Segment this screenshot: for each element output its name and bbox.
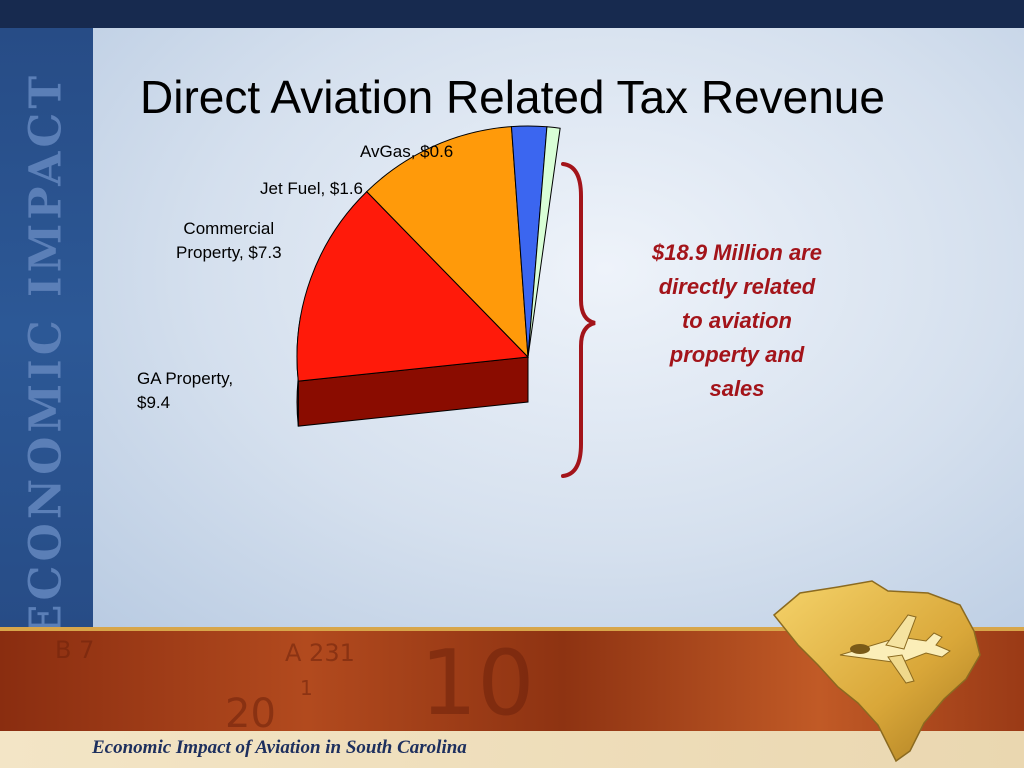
banner-decoration: A 231: [285, 639, 355, 667]
pie-slice-ga-property: [296, 190, 530, 382]
pie-label-line: Commercial: [183, 219, 275, 238]
pie-label-jet-fuel: Jet Fuel, $1.6: [260, 177, 363, 201]
banner-decoration: 1: [300, 676, 313, 700]
sidebar: ECONOMIC IMPACT: [0, 28, 93, 638]
callout-line: to aviation: [681, 308, 792, 333]
callout-line: $18.9 Million are: [652, 240, 822, 265]
footer-text: Economic Impact of Aviation in South Car…: [92, 737, 467, 758]
top-band: [0, 0, 1024, 28]
pie-slice-avgas: [527, 126, 561, 358]
pie-label-avgas: AvGas, $0.6: [360, 140, 453, 164]
footer-bar: [0, 731, 1024, 768]
callout-line: property and: [669, 342, 805, 367]
pie-label-ga-property: GA Property, $9.4: [137, 367, 233, 415]
footer-gold-rule: [0, 627, 1024, 631]
pie-slice-commercial-property: [366, 126, 529, 359]
pie-label-line: $9.4: [137, 393, 171, 412]
banner-decoration: B 7: [55, 636, 95, 664]
callout-line: sales: [709, 376, 765, 401]
pie-label-line: GA Property,: [137, 369, 234, 388]
right-brace: [561, 162, 596, 478]
pie-label-line: AvGas, $0.6: [360, 142, 454, 161]
slide-title: Direct Aviation Related Tax Revenue: [140, 71, 885, 123]
callout-line: directly related: [658, 274, 816, 299]
pie-label-line: Property, $7.3: [176, 243, 282, 262]
airplane-icon: [839, 614, 951, 684]
pie-label-commercial-property: Commercial Property, $7.3: [176, 217, 282, 265]
callout-text: $18.9 Million are directly related to av…: [612, 236, 862, 406]
south-carolina-map-icon: [772, 580, 981, 763]
pie-label-line: Jet Fuel, $1.6: [260, 179, 364, 198]
banner-decoration: 10: [420, 631, 535, 731]
banner-decoration: 20: [225, 691, 276, 731]
